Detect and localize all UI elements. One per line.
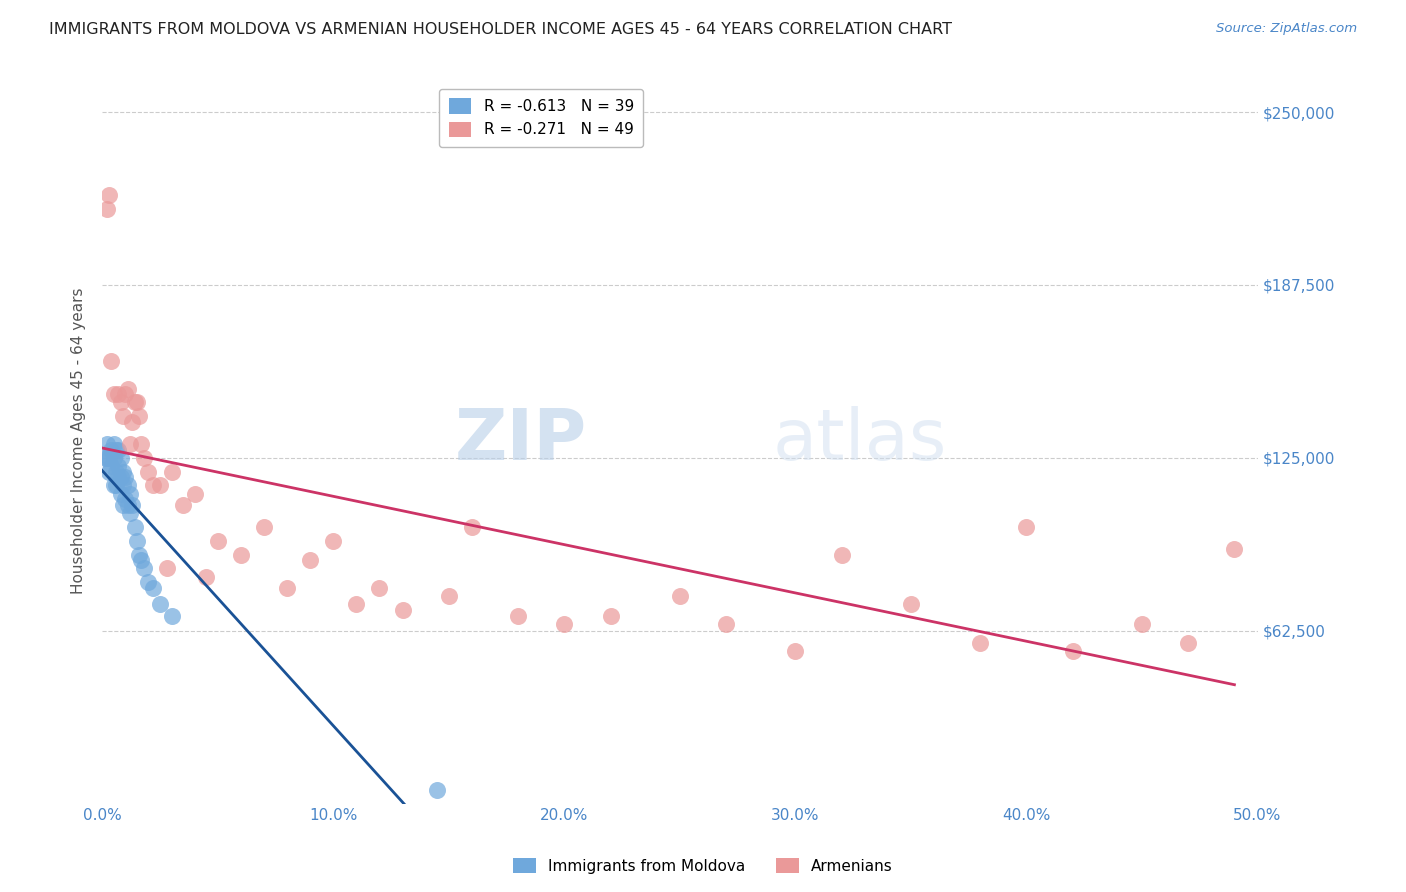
Point (322, 533, 344, 548)
Point (118, 506, 141, 520)
Point (124, 395, 146, 409)
Point (132, 450, 155, 465)
Point (831, 548, 853, 562)
Point (107, 459, 129, 474)
Point (131, 437, 153, 451)
Point (105, 442, 128, 457)
Point (118, 437, 141, 451)
Point (105, 478, 128, 492)
Point (669, 589, 692, 603)
Text: atlas: atlas (772, 406, 946, 475)
Point (107, 387, 129, 401)
Point (128, 409, 150, 424)
Point (138, 575, 160, 590)
Point (299, 553, 322, 567)
Point (111, 478, 134, 492)
Point (103, 387, 125, 401)
Text: IMMIGRANTS FROM MOLDOVA VS ARMENIAN HOUSEHOLDER INCOME AGES 45 - 64 YEARS CORREL: IMMIGRANTS FROM MOLDOVA VS ARMENIAN HOUS… (49, 22, 952, 37)
Point (114, 387, 136, 401)
Point (1177, 636, 1199, 650)
Point (98, 450, 121, 465)
Point (1015, 520, 1038, 534)
Point (183, 487, 205, 501)
Point (93, 450, 115, 465)
Point (98, 465, 121, 479)
Point (96, 202, 118, 216)
Point (110, 395, 132, 409)
Point (121, 498, 143, 512)
Text: Source: ZipAtlas.com: Source: ZipAtlas.com (1216, 22, 1357, 36)
Point (437, 589, 460, 603)
Point (110, 470, 132, 484)
Point (96, 450, 118, 465)
Point (98, 188, 121, 202)
Point (100, 459, 122, 474)
Point (253, 520, 276, 534)
Point (110, 450, 132, 465)
Point (96, 437, 118, 451)
Point (114, 492, 136, 507)
Point (142, 478, 165, 492)
Point (103, 450, 125, 465)
Point (195, 570, 218, 584)
Point (105, 465, 128, 479)
Point (900, 598, 922, 612)
Point (368, 581, 391, 595)
Point (207, 533, 229, 548)
Point (785, 644, 807, 658)
Point (125, 533, 148, 548)
Point (111, 409, 134, 424)
Point (149, 478, 172, 492)
Point (111, 465, 134, 479)
Point (110, 487, 132, 501)
Point (121, 415, 143, 429)
Point (107, 470, 129, 484)
Point (391, 603, 413, 617)
Point (1130, 616, 1153, 631)
Point (100, 442, 122, 457)
Point (124, 520, 146, 534)
Text: ZIP: ZIP (456, 406, 588, 475)
Point (156, 561, 179, 575)
Point (111, 498, 134, 512)
Point (160, 608, 183, 623)
Y-axis label: Householder Income Ages 45 - 64 years: Householder Income Ages 45 - 64 years (72, 287, 86, 594)
Point (100, 354, 122, 368)
Point (1223, 542, 1246, 557)
Point (117, 382, 139, 396)
Point (229, 548, 252, 562)
Point (118, 487, 141, 501)
Point (426, 782, 449, 797)
Point (103, 478, 125, 492)
Point (160, 465, 183, 479)
Point (172, 498, 194, 512)
Point (114, 470, 136, 484)
Point (344, 598, 367, 612)
Point (142, 581, 165, 595)
Point (138, 465, 160, 479)
Point (553, 616, 575, 631)
Point (117, 478, 139, 492)
Point (117, 498, 139, 512)
Point (128, 548, 150, 562)
Point (461, 520, 484, 534)
Point (508, 608, 530, 623)
Point (969, 636, 991, 650)
Point (714, 616, 737, 631)
Point (149, 598, 172, 612)
Point (132, 561, 155, 575)
Point (1062, 644, 1084, 658)
Point (125, 395, 148, 409)
Point (131, 553, 153, 567)
Point (103, 437, 125, 451)
Point (276, 581, 298, 595)
Point (599, 608, 621, 623)
Point (107, 442, 129, 457)
Legend: Immigrants from Moldova, Armenians: Immigrants from Moldova, Armenians (508, 852, 898, 880)
Legend: R = -0.613   N = 39, R = -0.271   N = 49: R = -0.613 N = 39, R = -0.271 N = 49 (439, 88, 643, 146)
